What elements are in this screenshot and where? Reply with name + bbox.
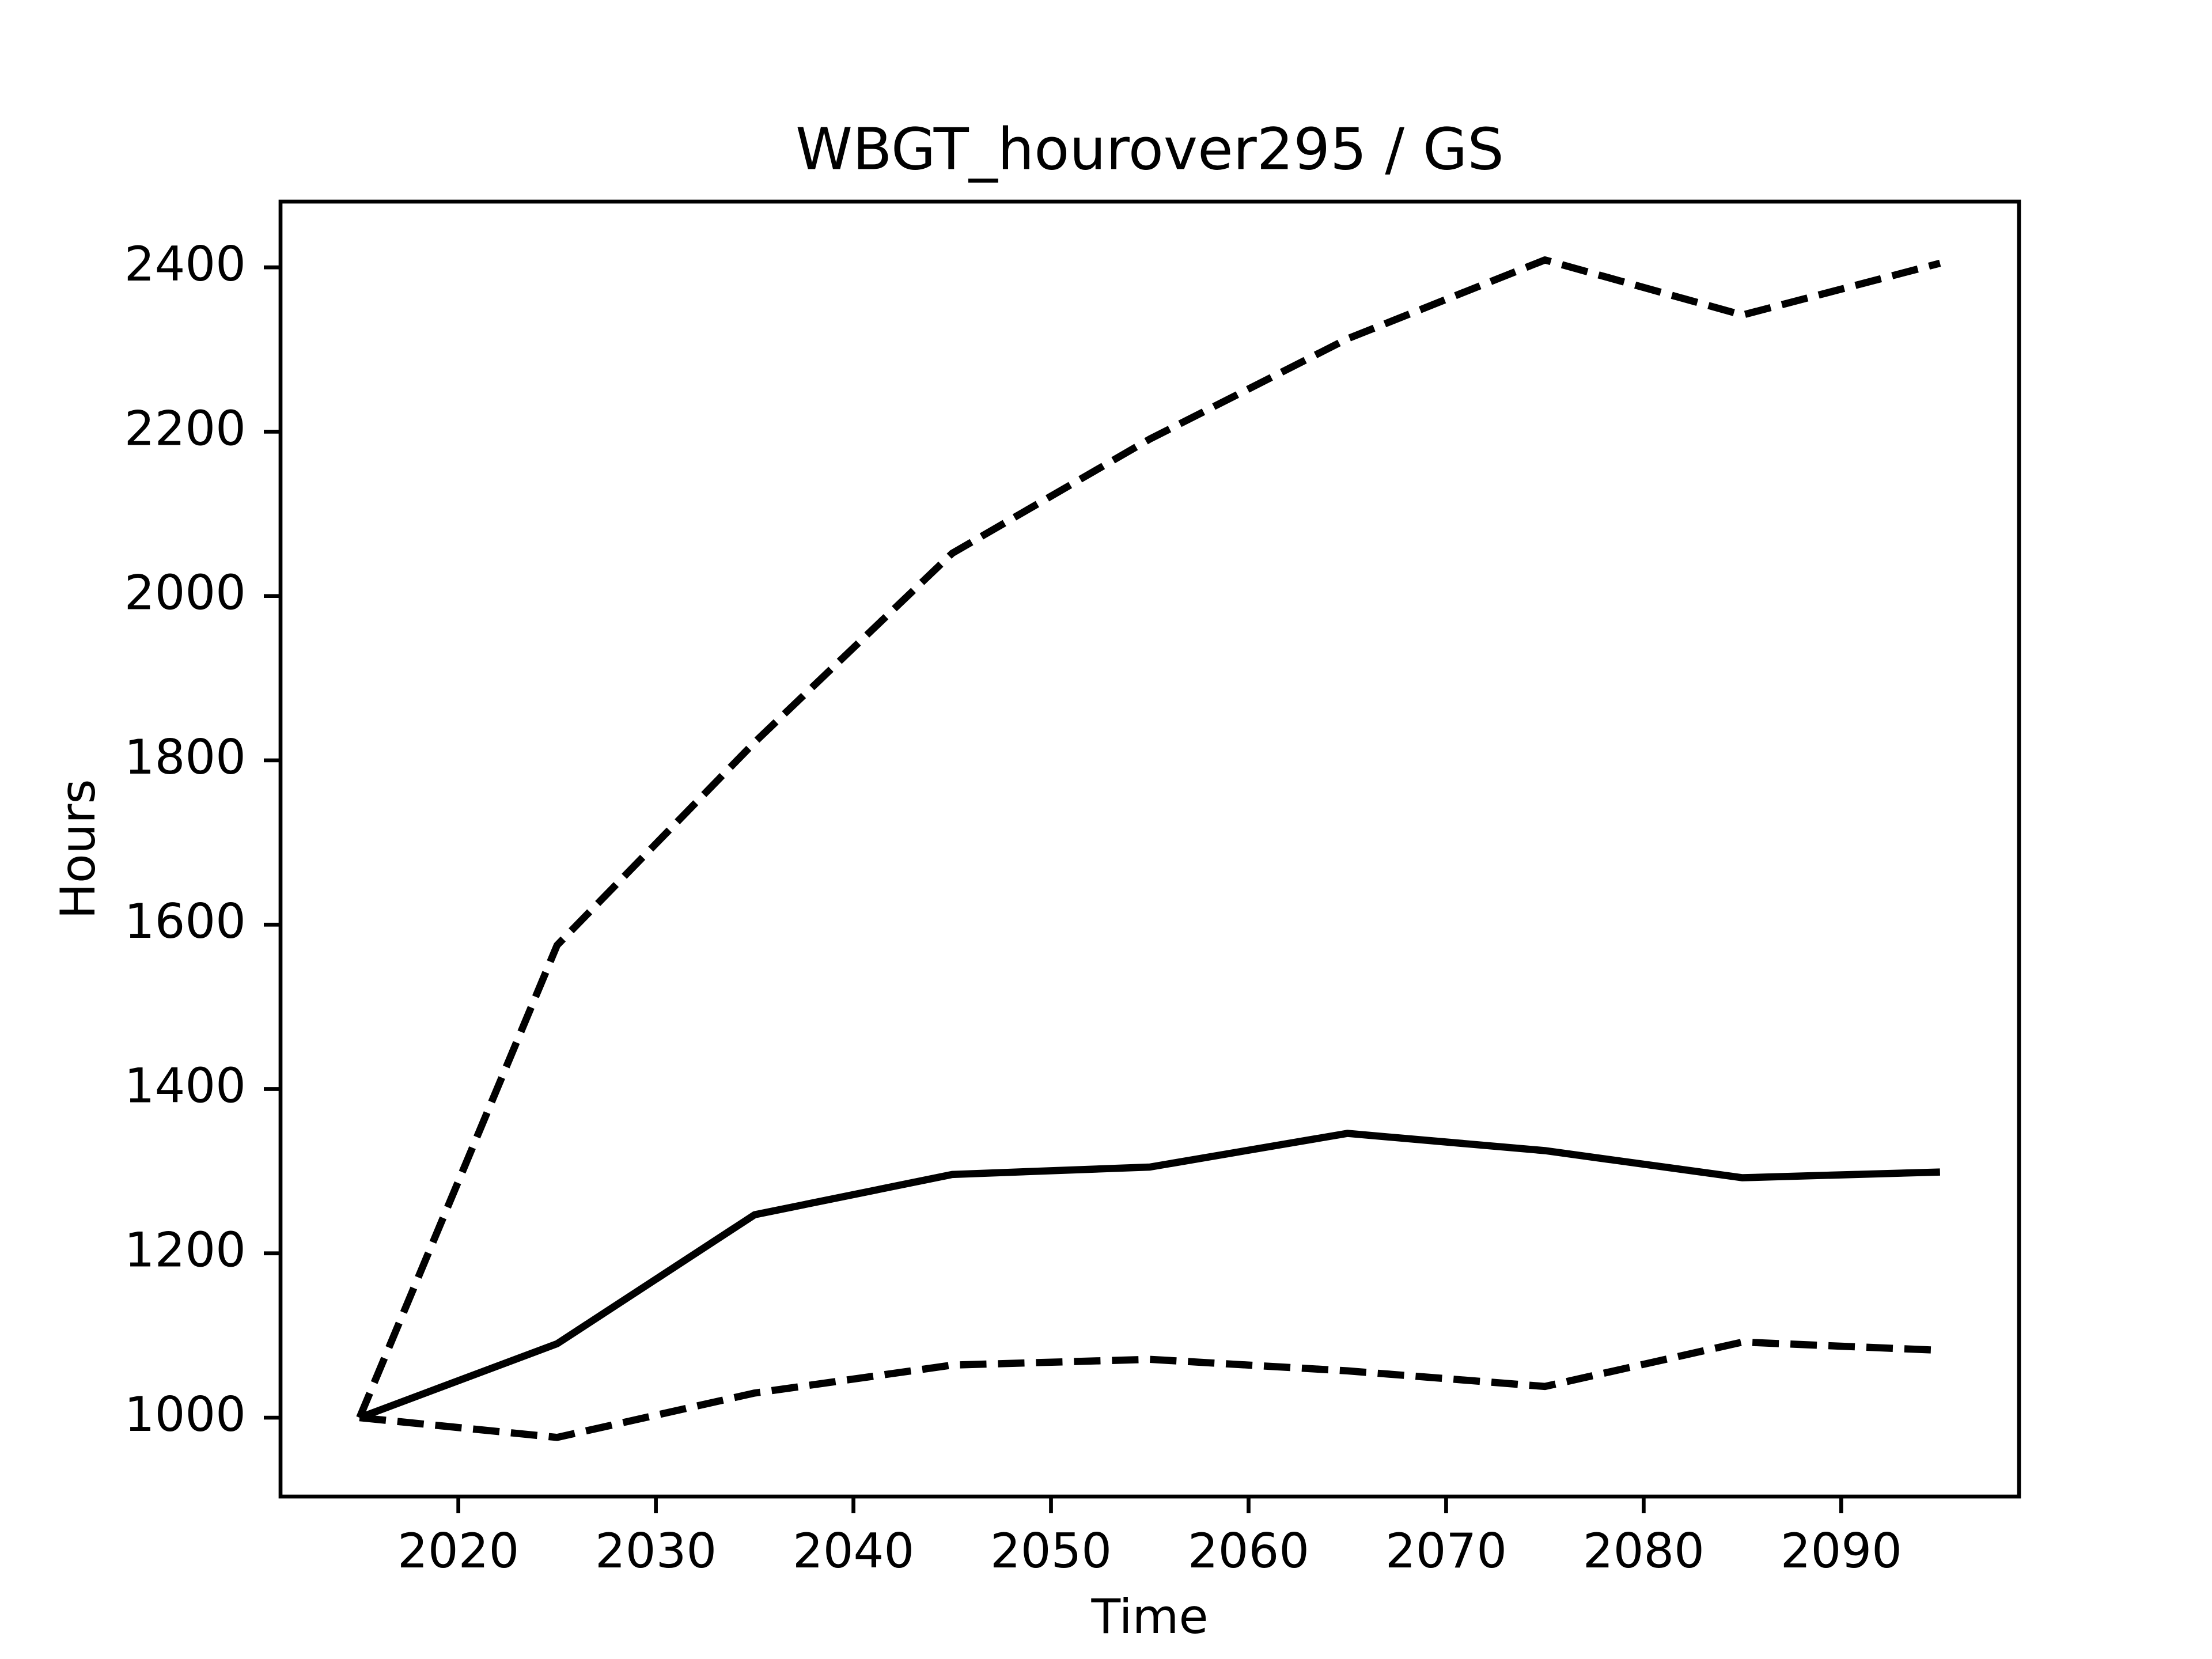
x-axis-label: Time — [1090, 1589, 1208, 1645]
y-tick-label: 1200 — [124, 1222, 246, 1278]
x-tick-label: 2080 — [1583, 1523, 1705, 1579]
x-tick-label: 2070 — [1385, 1523, 1507, 1579]
series-line — [358, 1130, 1941, 1421]
x-tick-label: 2090 — [1781, 1523, 1902, 1579]
y-tick-label: 2200 — [124, 400, 246, 456]
x-tick-label: 2030 — [595, 1523, 717, 1579]
y-axis-label: Hours — [50, 779, 106, 919]
y-tick-label: 1400 — [124, 1058, 246, 1113]
chart-title: WBGT_hourover295 / GS — [796, 115, 1504, 183]
series-line — [356, 256, 1941, 1419]
plot-frame — [278, 199, 2021, 1499]
y-tick-label: 1000 — [124, 1387, 246, 1442]
y-tick-label: 2400 — [124, 236, 246, 292]
x-tick-label: 2060 — [1188, 1523, 1309, 1579]
y-tick-label: 1600 — [124, 893, 246, 949]
y-tick-label: 2000 — [124, 565, 246, 621]
y-tick-label: 1800 — [124, 729, 246, 785]
x-tick-label: 2050 — [990, 1523, 1112, 1579]
x-tick-label: 2020 — [397, 1523, 519, 1579]
x-tick-label: 2040 — [793, 1523, 914, 1579]
